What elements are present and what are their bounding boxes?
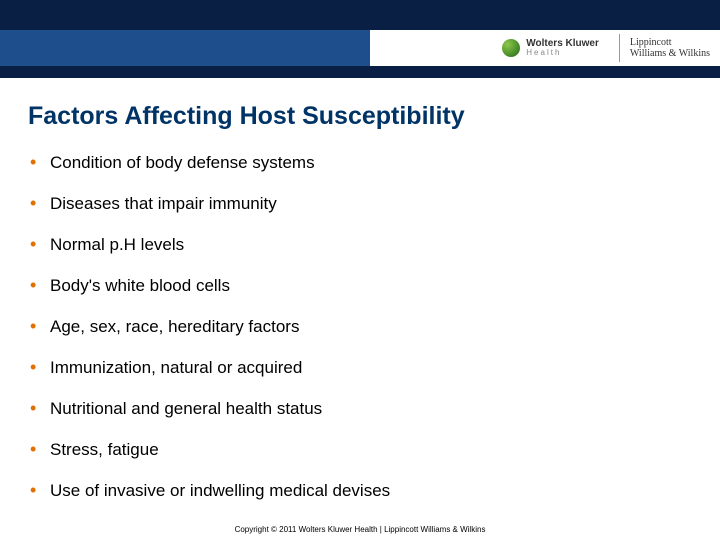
content-area: Factors Affecting Host Susceptibility Co… xyxy=(0,78,720,501)
list-item: Diseases that impair immunity xyxy=(28,194,692,214)
list-item: Use of invasive or indwelling medical de… xyxy=(28,481,692,501)
header-top-stripe xyxy=(0,0,720,30)
list-item: Body's white blood cells xyxy=(28,276,692,296)
lww-line1: Lippincott xyxy=(630,37,710,48)
wolters-kluwer-logo: Wolters Kluwer Health xyxy=(502,39,599,57)
bullet-list: Condition of body defense systems Diseas… xyxy=(28,153,692,501)
wk-swirl-icon xyxy=(502,39,520,57)
list-item: Age, sex, race, hereditary factors xyxy=(28,317,692,337)
wk-brand-sub: Health xyxy=(526,49,599,57)
copyright-text: Copyright © 2011 Wolters Kluwer Health |… xyxy=(0,525,720,534)
page-title: Factors Affecting Host Susceptibility xyxy=(28,102,692,131)
brand-divider xyxy=(619,34,620,62)
header-bottom-stripe xyxy=(0,66,720,78)
header-bar: Wolters Kluwer Health Lippincott William… xyxy=(0,0,720,78)
wk-logo-text: Wolters Kluwer Health xyxy=(526,39,599,57)
lww-line2: Williams & Wilkins xyxy=(630,48,710,59)
list-item: Normal p.H levels xyxy=(28,235,692,255)
lippincott-logo: Lippincott Williams & Wilkins xyxy=(630,37,710,59)
list-item: Stress, fatigue xyxy=(28,440,692,460)
list-item: Nutritional and general health status xyxy=(28,399,692,419)
list-item: Condition of body defense systems xyxy=(28,153,692,173)
brand-strip: Wolters Kluwer Health Lippincott William… xyxy=(370,30,720,66)
slide-container: Wolters Kluwer Health Lippincott William… xyxy=(0,0,720,540)
list-item: Immunization, natural or acquired xyxy=(28,358,692,378)
